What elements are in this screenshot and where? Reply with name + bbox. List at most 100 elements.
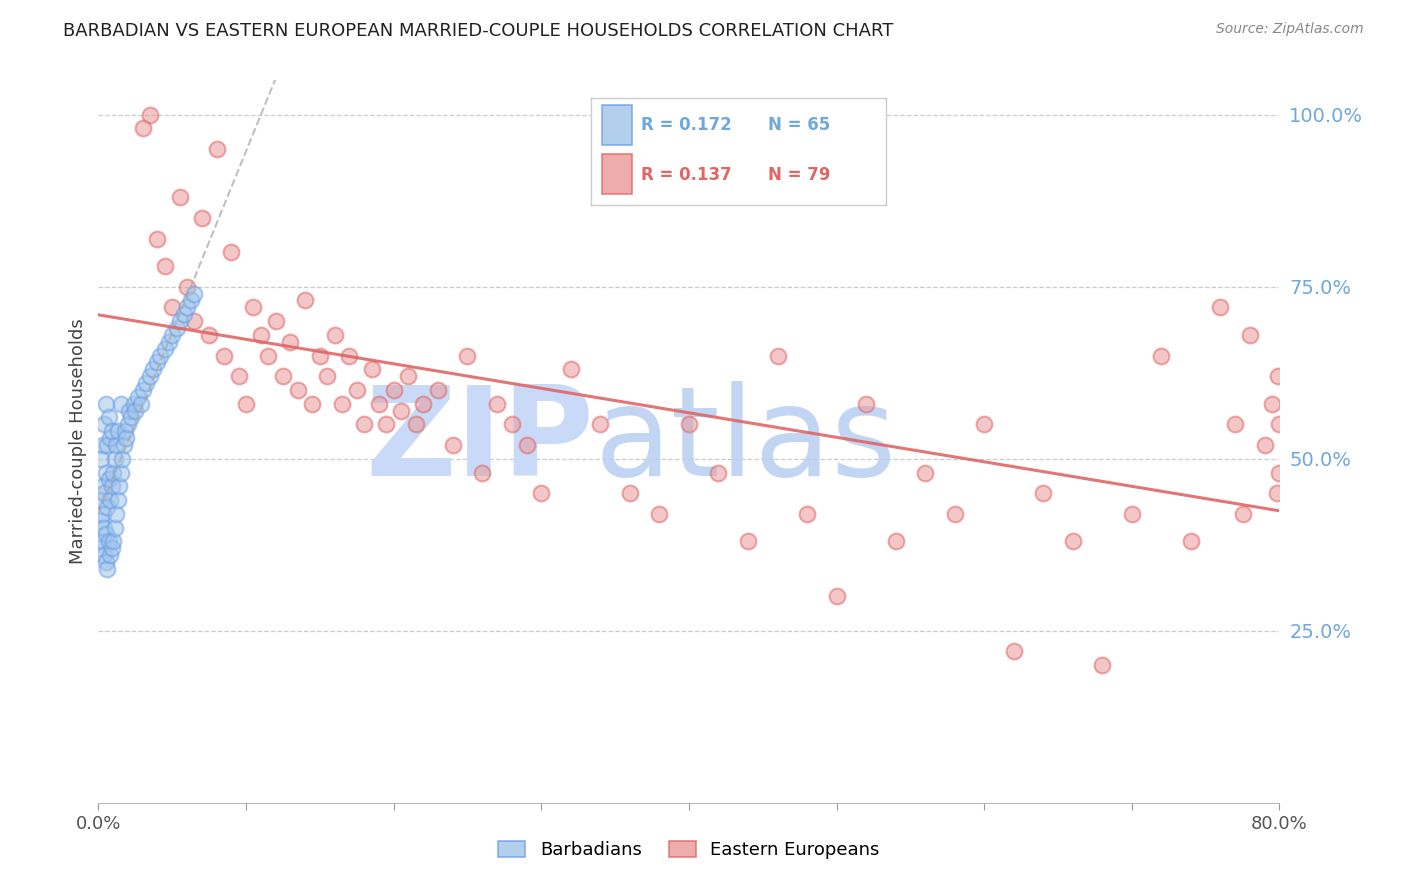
Point [90,493,112,508]
Point [94,397,117,411]
Point [100,479,122,493]
Bar [602,104,631,145]
Point [375,417,398,432]
Point [153,259,176,273]
Point [132,121,155,136]
Point [169,190,191,204]
Point [93,520,115,534]
Point [382,383,405,397]
Point [93,486,115,500]
Point [766,349,789,363]
Point [1267,369,1289,384]
Point [1180,534,1202,549]
Point [516,438,538,452]
Point [1268,466,1291,480]
Point [110,397,132,411]
Point [973,417,995,432]
Point [117,417,139,432]
Point [157,334,180,349]
Point [122,397,145,411]
Point [173,307,195,321]
Point [1032,486,1054,500]
Point [96,562,118,576]
Point [111,451,134,466]
Text: BARBADIAN VS EASTERN EUROPEAN MARRIED-COUPLE HOUSEHOLDS CORRELATION CHART: BARBADIAN VS EASTERN EUROPEAN MARRIED-CO… [63,22,894,40]
Point [97,534,120,549]
Point [93,548,115,562]
Point [129,397,152,411]
Point [855,397,877,411]
Legend: Barbadians, Eastern Europeans: Barbadians, Eastern Europeans [491,833,887,866]
Point [103,466,125,480]
Point [96,500,118,514]
Point [1121,507,1143,521]
Point [389,403,412,417]
Point [153,342,176,356]
Point [271,369,294,384]
Point [1239,327,1261,342]
Point [796,507,818,521]
Point [301,397,323,411]
Point [183,314,205,328]
Point [339,349,361,363]
Point [132,383,155,397]
Point [205,142,228,156]
Point [114,424,136,438]
Point [107,493,129,508]
Point [169,314,191,328]
Point [146,231,169,245]
Point [368,397,391,411]
Point [105,438,128,452]
Point [162,301,183,315]
Point [90,514,112,528]
Point [825,590,848,604]
Point [530,486,553,500]
Point [1225,417,1247,432]
Point [441,438,464,452]
Point [330,397,353,411]
Point [98,493,121,508]
Point [1002,644,1025,658]
Text: ZIP: ZIP [366,381,595,502]
Point [316,369,339,384]
Point [427,383,450,397]
Point [257,349,280,363]
Point [294,293,316,308]
Point [471,466,494,480]
Point [242,301,264,315]
Point [104,451,127,466]
Point [100,424,122,438]
Point [280,334,302,349]
Point [1062,534,1084,549]
Point [166,321,188,335]
Point [98,548,121,562]
Point [120,410,142,425]
Text: N = 79: N = 79 [768,166,830,184]
Point [309,349,332,363]
Point [1261,397,1284,411]
Point [1091,658,1114,673]
Point [97,472,120,486]
Point [183,286,205,301]
Point [560,362,582,376]
Point [501,417,523,432]
Point [108,479,131,493]
Point [93,417,115,432]
Point [110,466,132,480]
Point [346,383,368,397]
Point [212,349,235,363]
Point [90,451,112,466]
Point [1232,507,1254,521]
Point [94,527,117,541]
Text: R = 0.172: R = 0.172 [641,116,731,134]
Point [118,403,141,417]
Point [176,301,198,315]
Point [228,369,250,384]
Point [107,424,129,438]
Point [96,438,118,452]
Y-axis label: Married-couple Households: Married-couple Households [69,318,87,565]
Point [91,479,114,493]
Point [589,417,612,432]
Text: R = 0.137: R = 0.137 [641,166,731,184]
Point [648,507,671,521]
